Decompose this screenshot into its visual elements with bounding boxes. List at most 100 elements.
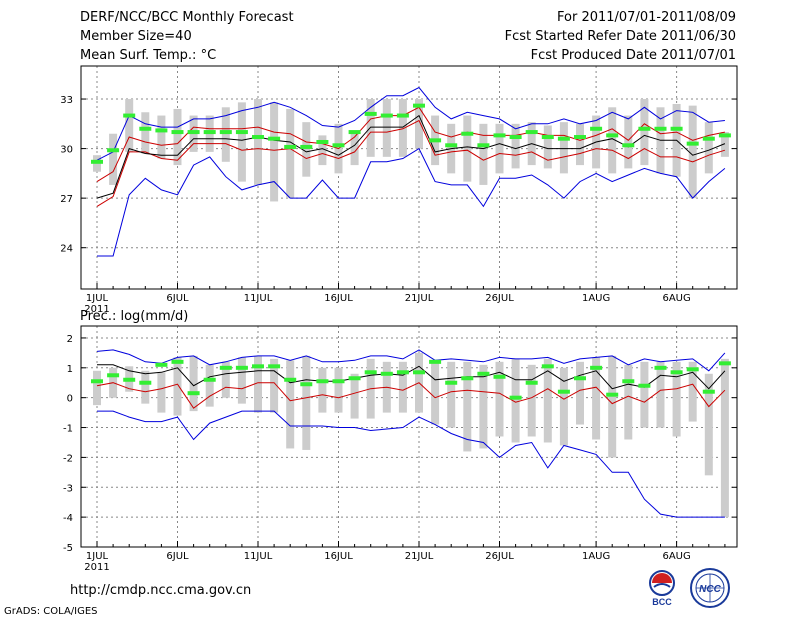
prec-ytick-label-5: 0	[67, 394, 73, 405]
temp-median-40	[718, 133, 731, 138]
prec-xtick-label-1: 6JUL	[166, 551, 189, 562]
prec-line-min	[97, 410, 725, 518]
prec-median-7	[187, 391, 200, 396]
temp-box-29	[543, 125, 552, 169]
temp-box-27	[511, 123, 520, 169]
temp-median-25	[477, 143, 490, 148]
temp-median-11	[252, 135, 264, 140]
temp-median-35	[638, 126, 651, 131]
prec-median-19	[380, 371, 393, 376]
prec-box-24	[463, 361, 472, 452]
prec-box-31	[576, 361, 584, 425]
temp-box-2	[109, 133, 118, 185]
prec-median-26	[493, 374, 506, 379]
temp-median-31	[574, 135, 586, 140]
prec-median-37	[670, 370, 683, 375]
temp-box-26	[495, 123, 504, 174]
temp-median-6	[171, 130, 184, 135]
temp-median-23	[445, 143, 458, 148]
prec-box-38	[688, 361, 697, 422]
prec-box-22	[431, 360, 440, 425]
prec-median-38	[686, 367, 699, 372]
source-url[interactable]: http://cmdp.ncc.cma.gov.cn	[70, 583, 252, 598]
prec-median-40	[718, 361, 731, 366]
prec-median-5	[155, 362, 168, 367]
bcc-logo-text: BCC	[652, 597, 672, 607]
prec-median-39	[702, 389, 715, 394]
temp-year-label: 2011	[84, 304, 109, 315]
temp-line-max	[96, 86, 725, 161]
prec-ytick-label-3: -2	[63, 453, 73, 464]
temp-median-3	[123, 113, 136, 118]
temp-box-40	[720, 132, 729, 157]
temp-median-9	[219, 130, 232, 135]
bcc-logo: BCC	[649, 570, 675, 607]
prec-box-13	[286, 360, 295, 449]
temp-line-lower	[96, 119, 726, 207]
prec-box-5	[157, 372, 166, 413]
prec-median-10	[235, 365, 248, 370]
temp-median-1	[91, 159, 103, 164]
prec-median-30	[557, 389, 570, 394]
prec-box-39	[704, 373, 713, 476]
prec-median-25	[477, 371, 490, 376]
temp-median-38	[686, 141, 699, 146]
prec-box-28	[527, 364, 536, 437]
temp-box-38	[688, 105, 697, 199]
temp-xtick-label-7: 6AUG	[662, 293, 690, 304]
prec-box-33	[608, 355, 617, 458]
prec-box-4	[141, 370, 150, 404]
temp-median-29	[541, 135, 554, 140]
temp-median-8	[203, 130, 216, 135]
prec-box-25	[479, 364, 488, 449]
temp-plot-frame	[80, 65, 738, 290]
variable-label: Mean Surf. Temp.: °C	[80, 48, 217, 63]
prec-median-13	[284, 377, 297, 382]
prec-ytick-label-7: 2	[67, 334, 73, 345]
prec-box-17	[350, 373, 359, 419]
temp-box-17	[350, 132, 359, 166]
prec-box-20	[398, 361, 407, 413]
temp-median-17	[348, 130, 361, 135]
prec-box-8	[205, 364, 214, 407]
prec-box-35	[640, 361, 649, 428]
ncc-logo-text: NCC	[699, 584, 721, 595]
prec-box-10	[237, 357, 246, 404]
prec-box-7	[189, 355, 198, 412]
prec-line-lower	[96, 382, 726, 409]
temp-box-30	[559, 122, 568, 174]
prec-median-6	[171, 359, 184, 364]
ncc-logo: NCC	[690, 568, 730, 608]
temp-box-18	[366, 99, 375, 157]
temp-box-9	[221, 107, 230, 162]
temp-median-30	[557, 136, 570, 141]
prec-median-35	[638, 383, 651, 388]
temp-box-21	[415, 99, 423, 149]
temp-median-26	[493, 133, 506, 138]
prec-median-32	[590, 365, 603, 370]
refer-date: Fcst Started Refer Date 2011/06/30	[504, 29, 736, 44]
temp-box-3	[125, 99, 134, 152]
prec-box-1	[93, 370, 101, 406]
temp-median-15	[316, 139, 329, 144]
prec-ytick-label-1: -4	[63, 513, 73, 524]
prec-box-15	[318, 367, 327, 413]
temp-box-24	[463, 115, 472, 182]
temp-box-12	[270, 102, 279, 202]
temp-median-4	[139, 126, 152, 131]
prec-median-22	[429, 359, 442, 364]
prec-box-37	[672, 361, 681, 437]
prec-box-6	[173, 357, 182, 416]
temp-line-min	[97, 147, 726, 257]
prec-ytick-label-4: -1	[63, 424, 73, 435]
temp-box-20	[398, 99, 407, 157]
prec-median-12	[268, 364, 281, 369]
member-size-label: Member Size=40	[80, 29, 192, 44]
temp-median-13	[284, 144, 297, 149]
prec-median-33	[606, 392, 619, 397]
temp-box-31	[576, 123, 584, 166]
prec-xtick-label-5: 26JUL	[485, 551, 514, 562]
temp-box-10	[237, 102, 246, 182]
temp-median-10	[235, 130, 248, 135]
temp-box-39	[704, 122, 713, 174]
